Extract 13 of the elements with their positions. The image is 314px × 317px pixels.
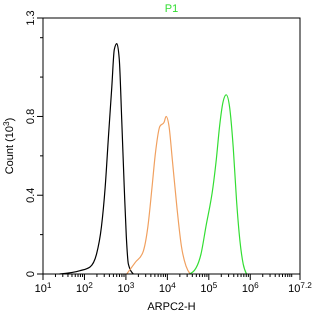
- x-tick-label: 10$^{6}$: [242, 280, 260, 295]
- x-tick-label: 10$^{7.2}$: [288, 280, 312, 295]
- text: P1: [164, 3, 178, 15]
- x-tick-label: 10$^{1}$: [34, 280, 52, 295]
- y-tick-label: 0: [25, 270, 37, 278]
- x-tick-label: 10$^{4}$: [158, 280, 176, 295]
- x-tick-label: 10$^{3}$: [117, 280, 135, 295]
- x-axis-title: ARPC2-H: [147, 301, 196, 313]
- x-tick-label: 10$^{5}$: [200, 280, 218, 295]
- x-tick-label: 10$^{2}$: [76, 280, 94, 295]
- y-tick-label: 0.8: [25, 108, 37, 124]
- y-tick-label: 0.4: [25, 188, 37, 203]
- y-tick-label: 1.3: [25, 10, 37, 26]
